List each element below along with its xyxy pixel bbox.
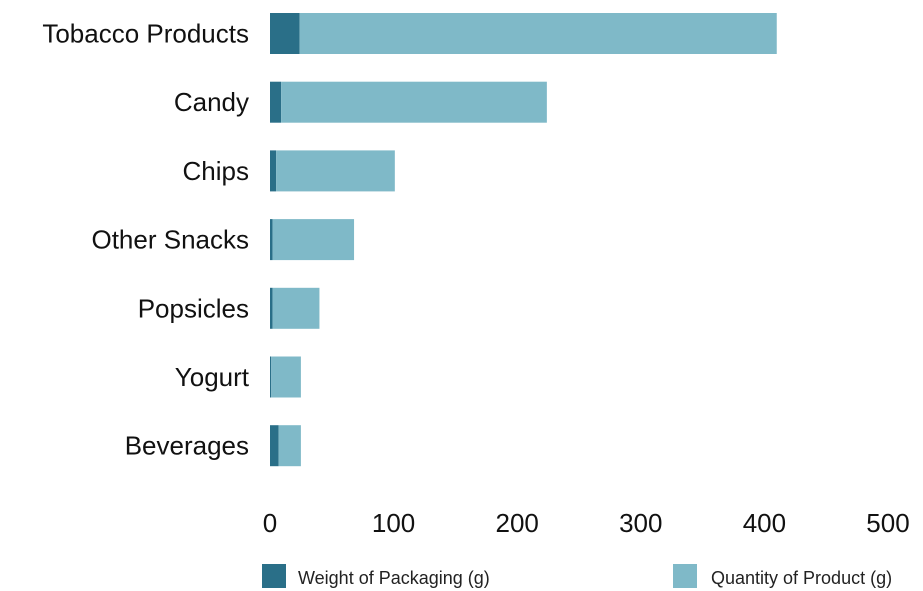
bar-chips-product xyxy=(276,150,395,192)
category-label-chips: Chips xyxy=(183,156,249,186)
bar-yogurt-product xyxy=(271,356,301,398)
legend-swatch-product xyxy=(673,564,697,588)
x-axis-ticks: 0 100 200 300 400 500 xyxy=(263,508,910,538)
legend-swatch-packaging xyxy=(262,564,286,588)
x-tick-label-400: 400 xyxy=(743,508,786,538)
bar-candy-packaging xyxy=(270,81,282,123)
bar-popsicles-packaging xyxy=(270,287,273,329)
x-tick-label-0: 0 xyxy=(263,508,277,538)
x-tick-label-300: 300 xyxy=(619,508,662,538)
bar-tobacco-products-packaging xyxy=(270,13,300,54)
category-label-tobacco-products: Tobacco Products xyxy=(42,19,249,49)
bar-popsicles-product xyxy=(272,287,320,329)
category-label-popsicles: Popsicles xyxy=(138,293,249,323)
bar-tobacco-products-product xyxy=(299,13,777,54)
bar-beverages-packaging xyxy=(270,425,279,467)
legend: Weight of Packaging (g) Quantity of Prod… xyxy=(262,564,892,588)
x-tick-label-500: 500 xyxy=(866,508,909,538)
x-tick-label-100: 100 xyxy=(372,508,415,538)
x-tick-label-200: 200 xyxy=(496,508,539,538)
bar-other-snacks-packaging xyxy=(270,219,273,261)
legend-label-product: Quantity of Product (g) xyxy=(711,568,892,588)
category-label-beverages: Beverages xyxy=(125,431,249,461)
bar-yogurt-packaging xyxy=(270,356,272,398)
bar-beverages-product xyxy=(278,425,301,467)
category-label-yogurt: Yogurt xyxy=(175,362,250,392)
legend-item-packaging: Weight of Packaging (g) xyxy=(262,564,490,588)
category-label-other-snacks: Other Snacks xyxy=(91,225,249,255)
bars xyxy=(270,13,777,467)
category-labels: Tobacco Products Candy Chips Other Snacks Po… xyxy=(42,19,249,461)
bar-candy-product xyxy=(281,81,547,123)
legend-label-packaging: Weight of Packaging (g) xyxy=(298,568,490,588)
legend-item-product: Quantity of Product (g) xyxy=(673,564,892,588)
bar-other-snacks-product xyxy=(272,219,355,261)
category-label-candy: Candy xyxy=(174,87,249,117)
bar-chips-packaging xyxy=(270,150,277,192)
